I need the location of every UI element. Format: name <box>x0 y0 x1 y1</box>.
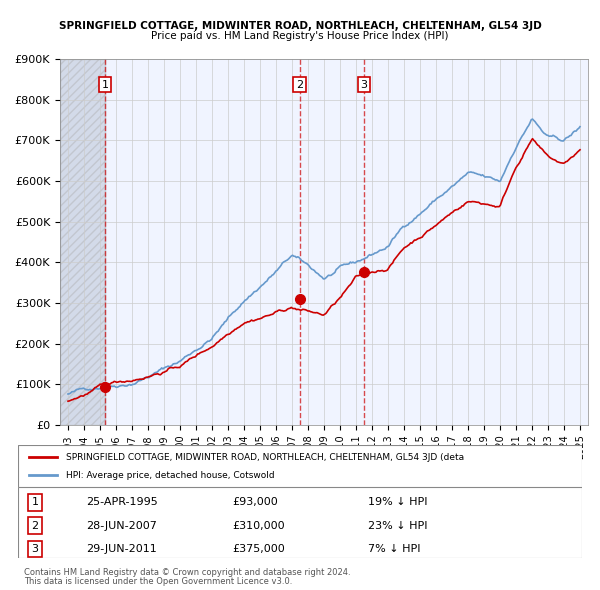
Text: Contains HM Land Registry data © Crown copyright and database right 2024.: Contains HM Land Registry data © Crown c… <box>24 568 350 576</box>
FancyBboxPatch shape <box>18 445 582 487</box>
Text: 29-JUN-2011: 29-JUN-2011 <box>86 544 157 554</box>
Text: 23% ↓ HPI: 23% ↓ HPI <box>368 521 427 530</box>
Text: HPI: Average price, detached house, Cotswold: HPI: Average price, detached house, Cots… <box>66 471 275 480</box>
Bar <box>60 59 105 425</box>
Text: 1: 1 <box>31 497 38 507</box>
Text: 7% ↓ HPI: 7% ↓ HPI <box>368 544 420 554</box>
Text: £310,000: £310,000 <box>232 521 285 530</box>
Text: SPRINGFIELD COTTAGE, MIDWINTER ROAD, NORTHLEACH, CHELTENHAM, GL54 3JD: SPRINGFIELD COTTAGE, MIDWINTER ROAD, NOR… <box>59 21 541 31</box>
Text: 2: 2 <box>31 521 38 530</box>
Text: Price paid vs. HM Land Registry's House Price Index (HPI): Price paid vs. HM Land Registry's House … <box>151 31 449 41</box>
Text: 3: 3 <box>31 544 38 554</box>
Text: £375,000: £375,000 <box>232 544 285 554</box>
Text: SPRINGFIELD COTTAGE, MIDWINTER ROAD, NORTHLEACH, CHELTENHAM, GL54 3JD (deta: SPRINGFIELD COTTAGE, MIDWINTER ROAD, NOR… <box>66 453 464 461</box>
Text: 3: 3 <box>361 80 367 90</box>
Text: 19% ↓ HPI: 19% ↓ HPI <box>368 497 427 507</box>
Text: 1: 1 <box>101 80 109 90</box>
Text: 25-APR-1995: 25-APR-1995 <box>86 497 157 507</box>
Text: 28-JUN-2007: 28-JUN-2007 <box>86 521 157 530</box>
FancyBboxPatch shape <box>18 487 582 558</box>
Text: This data is licensed under the Open Government Licence v3.0.: This data is licensed under the Open Gov… <box>24 577 292 586</box>
Text: £93,000: £93,000 <box>232 497 278 507</box>
Text: 2: 2 <box>296 80 304 90</box>
